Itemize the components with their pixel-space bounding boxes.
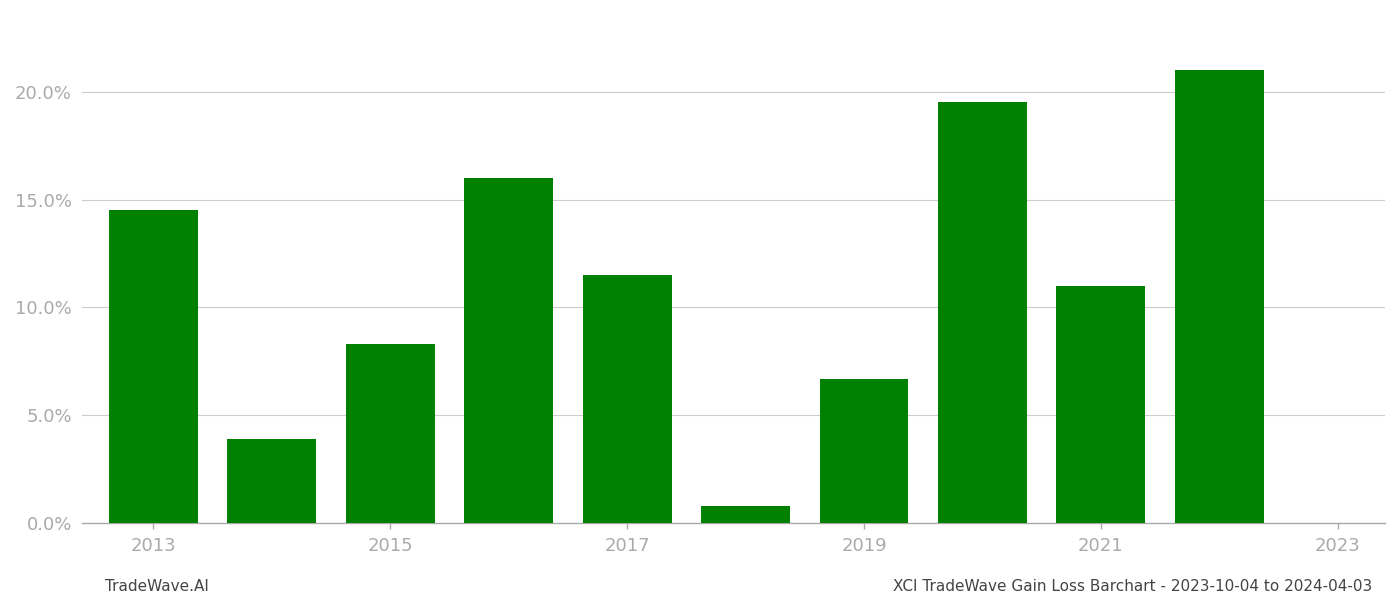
Bar [701, 506, 790, 523]
Bar [346, 344, 435, 523]
Bar [227, 439, 316, 523]
Text: TradeWave.AI: TradeWave.AI [105, 579, 209, 594]
Bar [938, 103, 1026, 523]
Bar [1175, 70, 1264, 523]
Bar [819, 379, 909, 523]
Text: XCI TradeWave Gain Loss Barchart - 2023-10-04 to 2024-04-03: XCI TradeWave Gain Loss Barchart - 2023-… [893, 579, 1372, 594]
Bar [582, 275, 672, 523]
Bar [1057, 286, 1145, 523]
Bar [109, 211, 197, 523]
Bar [465, 178, 553, 523]
